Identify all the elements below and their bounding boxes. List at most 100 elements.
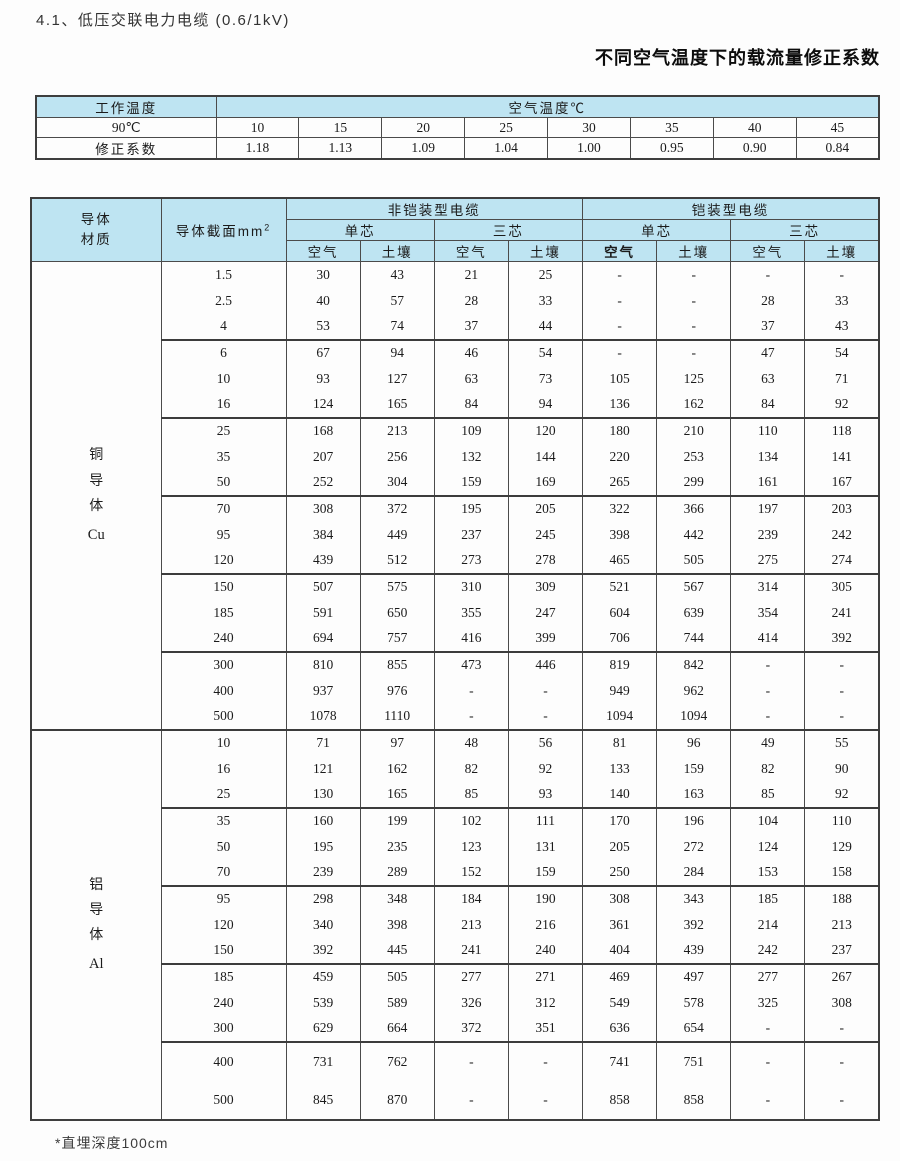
ampacity-value-cell: 90	[804, 755, 880, 782]
ampacity-value-cell: 398	[581, 521, 658, 548]
ampacity-value-cell: 57	[359, 287, 435, 314]
ampacity-value-cell: 507	[285, 572, 361, 600]
ampacity-value-cell: 213	[359, 416, 435, 444]
ampacity-value-cell: 120	[507, 416, 584, 444]
ampacity-value-cell: 49	[730, 728, 806, 756]
ampacity-value-cell: 28	[433, 287, 509, 314]
ampacity-value-cell: 521	[581, 572, 658, 600]
ampacity-value-cell: 392	[285, 937, 361, 964]
temp-cell: 45	[795, 117, 880, 138]
table-row: 400 731 762- -741 751- -	[31, 1040, 880, 1081]
ampacity-value-cell: 473	[433, 650, 509, 678]
ampacity-value-cell: 392	[804, 625, 880, 652]
table-row: 25 168 213 109 120 180 210 110 118	[31, 416, 880, 444]
ampacity-value-cell: 92	[804, 781, 880, 808]
cross-section-cell: 185	[160, 599, 287, 626]
ampacity-value-cell: -	[730, 703, 806, 730]
conductor-material-label: 铝导体 Al	[30, 728, 162, 1120]
ampacity-value-cell: 195	[433, 494, 509, 522]
ampacity-value-cell: 43	[359, 261, 435, 288]
cross-section-cell: 1.5	[160, 261, 287, 288]
ampacity-value-cell: 1078	[285, 703, 361, 730]
table-row: 70 239 289 152 159 250 284 153 158	[31, 859, 880, 886]
ampacity-value-cell: 213	[804, 911, 880, 938]
ampacity-value-cell: 94	[359, 338, 435, 366]
ampacity-value-cell: 129	[804, 833, 880, 860]
ampacity-value-cell: 578	[656, 989, 732, 1016]
ampacity-value-cell: 416	[433, 625, 509, 652]
ampacity-value-cell: 731	[285, 1040, 361, 1081]
ampacity-value-cell: 190	[507, 884, 584, 912]
page-title: 4.1、低压交联电力电缆 (0.6/1kV)	[36, 12, 290, 29]
ampacity-value-cell: 160	[285, 806, 361, 834]
ampacity-value-cell: 210	[656, 416, 732, 444]
ampacity-value-cell: 158	[804, 859, 880, 886]
ampacity-value-cell: 237	[433, 521, 509, 548]
ampacity-value-cell: 399	[507, 625, 584, 652]
ampacity-value-cell: 741	[581, 1040, 658, 1081]
ampacity-value-cell: 858	[581, 1080, 658, 1120]
ampacity-value-cell: 203	[804, 494, 880, 522]
ampacity-value-cell: 216	[507, 911, 584, 938]
ampacity-value-cell: 184	[433, 884, 509, 912]
factor-cell: 1.13	[298, 137, 383, 160]
ampacity-value-cell: 575	[359, 572, 435, 600]
table-row: 70 308 372 195 205 322 366 197 203	[31, 494, 880, 522]
factor-cell: 1.00	[547, 137, 631, 160]
ampacity-value-cell: 810	[285, 650, 361, 678]
ampacity-value-cell: 253	[656, 443, 732, 470]
ampacity-value-cell: 445	[359, 937, 435, 964]
header-air: 空气	[581, 240, 658, 262]
ampacity-value-cell: 85	[433, 781, 509, 808]
ampacity-value-cell: 1094	[581, 703, 658, 730]
ampacity-value-cell: 40	[285, 287, 361, 314]
ampacity-value-cell: 308	[285, 494, 361, 522]
ampacity-value-cell: 132	[433, 443, 509, 470]
cross-section-cell: 25	[160, 416, 287, 444]
ampacity-value-cell: 170	[581, 806, 658, 834]
table-row: 185 591 650 355 247 604 639 354 241	[31, 599, 880, 626]
ampacity-value-cell: 93	[285, 365, 361, 392]
cross-section-cell: 400	[160, 1040, 287, 1081]
temp-cell: 25	[464, 117, 548, 138]
cross-section-cell: 120	[160, 547, 287, 574]
ampacity-value-cell: 256	[359, 443, 435, 470]
ampacity-value-cell: 71	[804, 365, 880, 392]
ampacity-value-cell: 63	[730, 365, 806, 392]
ampacity-value-cell: 272	[656, 833, 732, 860]
ampacity-value-cell: 185	[730, 884, 806, 912]
ampacity-value-cell: 314	[730, 572, 806, 600]
ampacity-value-cell: 94	[507, 391, 584, 418]
ampacity-value-cell: 310	[433, 572, 509, 600]
ampacity-value-cell: 97	[359, 728, 435, 756]
cross-section-cell: 6	[160, 338, 287, 366]
table-row: 300 629 664 372 351 636 654- -	[31, 1015, 880, 1042]
ampacity-value-cell: 54	[507, 338, 584, 366]
ampacity-value-cell: -	[581, 261, 658, 288]
cross-section-cell: 95	[160, 521, 287, 548]
table-row: 50 252 304 159 169 265 299 161 167	[31, 469, 880, 496]
table-row: 4 53 74 37 44- -37 43	[31, 313, 880, 340]
ampacity-value-cell: -	[433, 703, 509, 730]
ampacity-value-cell: -	[433, 1080, 509, 1120]
table-row: 修正系数 1.18 1.13 1.09 1.04 1.00 0.95 0.90 …	[35, 137, 880, 160]
ampacity-value-cell: 110	[730, 416, 806, 444]
ampacity-value-cell: -	[804, 650, 880, 678]
ampacity-value-cell: 274	[804, 547, 880, 574]
ampacity-value-cell: 284	[656, 859, 732, 886]
cross-section-cell: 50	[160, 469, 287, 496]
ampacity-value-cell: 539	[285, 989, 361, 1016]
ampacity-value-cell: 589	[359, 989, 435, 1016]
ampacity-value-cell: 121	[285, 755, 361, 782]
cross-section-cell: 400	[160, 677, 287, 704]
ampacity-value-cell: 74	[359, 313, 435, 340]
ampacity-value-cell: 439	[656, 937, 732, 964]
ampacity-value-cell: 159	[433, 469, 509, 496]
ampacity-value-cell: 136	[581, 391, 658, 418]
factor-cell: 1.09	[381, 137, 466, 160]
row-label-factor: 修正系数	[35, 137, 217, 160]
ampacity-value-cell: 361	[581, 911, 658, 938]
ampacity-value-cell: 242	[730, 937, 806, 964]
ampacity-value-cell: 214	[730, 911, 806, 938]
ampacity-value-cell: 398	[359, 911, 435, 938]
